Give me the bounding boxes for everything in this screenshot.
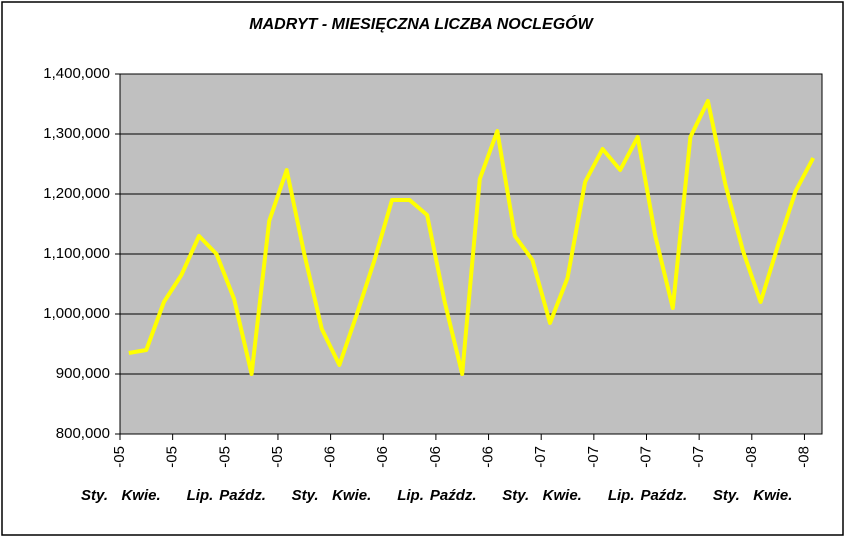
x-tick-label: Kwie.: [332, 487, 371, 504]
x-tick-label: Paźdz.: [640, 487, 687, 504]
y-tick-label: 800,000: [56, 425, 110, 442]
y-tick-label: 900,000: [56, 365, 110, 382]
x-tick-year: -07: [532, 446, 549, 468]
x-tick-year: -08: [795, 446, 812, 468]
x-tick-label: Lip.: [397, 487, 424, 504]
x-tick-year: -07: [637, 446, 654, 468]
x-tick-year: -05: [216, 446, 233, 468]
plot-border: [119, 73, 823, 435]
y-tick-label: 1,000,000: [43, 305, 110, 322]
x-tick-year: -05: [111, 446, 128, 468]
x-tick-year: -07: [690, 446, 707, 468]
x-tick-year: -05: [269, 446, 286, 468]
x-tick-label: Paźdz.: [219, 487, 266, 504]
y-tick-label: 1,100,000: [43, 245, 110, 262]
chart-title: MADRYT - MIESIĘCZNA LICZBA NOCLEGÓW: [249, 14, 594, 33]
y-tick-label: 1,300,000: [43, 125, 110, 142]
x-tick-label: Kwie.: [543, 487, 582, 504]
x-tick-year: -06: [480, 446, 497, 468]
x-tick-year: -07: [585, 446, 602, 468]
x-tick-label: Paźdz.: [430, 487, 477, 504]
x-tick-label: Lip.: [608, 487, 635, 504]
data-line: [128, 99, 815, 376]
x-tick-year: -06: [322, 446, 339, 468]
x-tick-year: -06: [427, 446, 444, 468]
x-tick-label: Sty.: [81, 487, 108, 504]
x-tick-label: Kwie.: [121, 487, 160, 504]
x-tick-label: Kwie.: [753, 487, 792, 504]
x-tick-label: Sty.: [713, 487, 740, 504]
x-tick-year: -06: [374, 446, 391, 468]
x-tick-label: Sty.: [502, 487, 529, 504]
x-tick-label: Lip.: [187, 487, 214, 504]
y-tick-label: 1,400,000: [43, 65, 110, 82]
x-tick-year: -05: [164, 446, 181, 468]
x-tick-year: -08: [743, 446, 760, 468]
y-tick-label: 1,200,000: [43, 185, 110, 202]
x-tick-label: Sty.: [292, 487, 319, 504]
